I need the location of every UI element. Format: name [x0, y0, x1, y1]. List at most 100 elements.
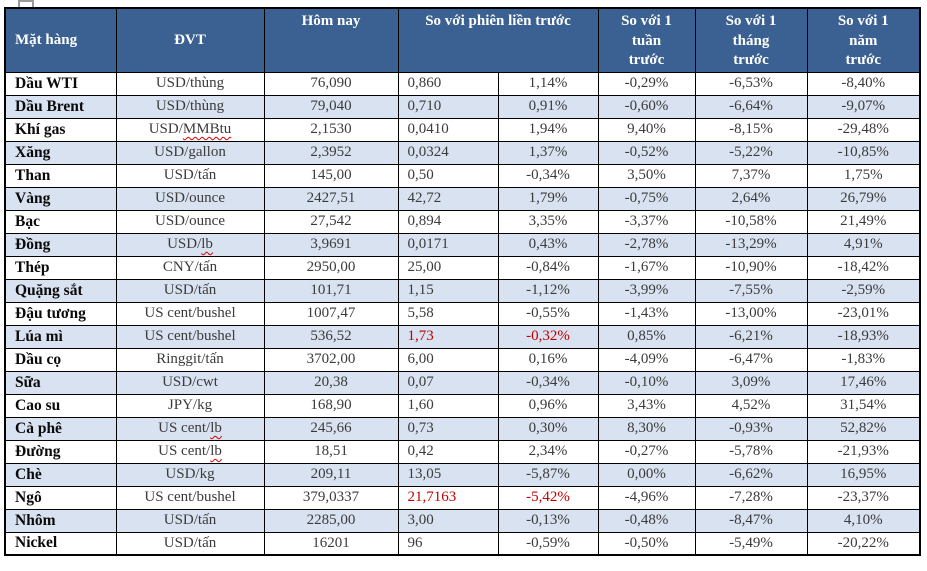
cell-vs-month[interactable]: -7,28%	[694, 485, 808, 510]
header-vs-week[interactable]: So với 1 tuần trước	[597, 7, 696, 73]
cell-today[interactable]: 3,9691	[263, 232, 399, 257]
cell-commodity[interactable]: Than	[4, 163, 117, 188]
cell-vs-month[interactable]: -8,47%	[694, 508, 808, 533]
cell-vs-month[interactable]: -5,78%	[694, 439, 808, 464]
cell-unit[interactable]: USD/thùng	[115, 71, 265, 96]
cell-vs-year[interactable]: -23,37%	[806, 485, 921, 510]
cell-today[interactable]: 209,11	[263, 462, 399, 487]
cell-vs-month[interactable]: -6,21%	[694, 324, 808, 349]
cell-change-pct[interactable]: -1,12%	[497, 278, 599, 303]
cell-change-pct[interactable]: 1,14%	[497, 71, 599, 96]
cell-change[interactable]: 1,15	[397, 278, 499, 303]
header-unit[interactable]: ĐVT	[115, 7, 265, 73]
cell-change[interactable]: 13,05	[397, 462, 499, 487]
cell-vs-year[interactable]: 52,82%	[806, 416, 921, 441]
cell-unit[interactable]: USD/ounce	[115, 186, 265, 211]
cell-commodity[interactable]: Đậu tương	[4, 301, 117, 326]
cell-unit[interactable]: USD/cwt	[115, 370, 265, 395]
cell-today[interactable]: 168,90	[263, 393, 399, 418]
cell-vs-month[interactable]: 4,52%	[694, 393, 808, 418]
cell-vs-month[interactable]: 7,37%	[694, 163, 808, 188]
cell-vs-month[interactable]: -6,64%	[694, 94, 808, 119]
cell-change[interactable]: 25,00	[397, 255, 499, 280]
cell-vs-month[interactable]: -8,15%	[694, 117, 808, 142]
cell-commodity[interactable]: Lúa mì	[4, 324, 117, 349]
cell-vs-year[interactable]: 1,75%	[806, 163, 921, 188]
cell-vs-year[interactable]: 21,49%	[806, 209, 921, 234]
cell-commodity[interactable]: Dầu WTI	[4, 71, 117, 96]
cell-vs-month[interactable]: -5,49%	[694, 531, 808, 556]
cell-vs-year[interactable]: 26,79%	[806, 186, 921, 211]
header-vs-year[interactable]: So với 1 năm trước	[806, 7, 921, 73]
cell-vs-week[interactable]: -1,43%	[597, 301, 696, 326]
cell-vs-month[interactable]: 3,09%	[694, 370, 808, 395]
header-vs-month[interactable]: So với 1 tháng trước	[694, 7, 808, 73]
cell-today[interactable]: 2,1530	[263, 117, 399, 142]
cell-today[interactable]: 2950,00	[263, 255, 399, 280]
cell-unit[interactable]: USD/ounce	[115, 209, 265, 234]
cell-vs-month[interactable]: -0,93%	[694, 416, 808, 441]
cell-vs-year[interactable]: 16,95%	[806, 462, 921, 487]
cell-change[interactable]: 0,0410	[397, 117, 499, 142]
cell-change[interactable]: 1,60	[397, 393, 499, 418]
cell-commodity[interactable]: Nickel	[4, 531, 117, 556]
cell-today[interactable]: 2,3952	[263, 140, 399, 165]
cell-unit[interactable]: USD/lb	[115, 232, 265, 257]
cell-today[interactable]: 3702,00	[263, 347, 399, 372]
cell-vs-week[interactable]: -1,67%	[597, 255, 696, 280]
cell-change[interactable]: 0,0324	[397, 140, 499, 165]
cell-today[interactable]: 2285,00	[263, 508, 399, 533]
cell-today[interactable]: 1007,47	[263, 301, 399, 326]
cell-change[interactable]: 21,7163	[397, 485, 499, 510]
cell-change-pct[interactable]: 3,35%	[497, 209, 599, 234]
cell-commodity[interactable]: Vàng	[4, 186, 117, 211]
cell-vs-year[interactable]: -8,40%	[806, 71, 921, 96]
cell-change[interactable]: 0,710	[397, 94, 499, 119]
cell-vs-month[interactable]: -10,90%	[694, 255, 808, 280]
cell-vs-week[interactable]: -0,29%	[597, 71, 696, 96]
cell-commodity[interactable]: Dầu Brent	[4, 94, 117, 119]
cell-change-pct[interactable]: 0,16%	[497, 347, 599, 372]
cell-today[interactable]: 18,51	[263, 439, 399, 464]
cell-vs-year[interactable]: -10,85%	[806, 140, 921, 165]
cell-commodity[interactable]: Cao su	[4, 393, 117, 418]
cell-vs-week[interactable]: 3,50%	[597, 163, 696, 188]
cell-vs-week[interactable]: -3,99%	[597, 278, 696, 303]
cell-vs-week[interactable]: -0,10%	[597, 370, 696, 395]
cell-commodity[interactable]: Nhôm	[4, 508, 117, 533]
cell-vs-year[interactable]: 4,91%	[806, 232, 921, 257]
cell-change[interactable]: 3,00	[397, 508, 499, 533]
cell-change[interactable]: 0,07	[397, 370, 499, 395]
cell-change-pct[interactable]: -0,84%	[497, 255, 599, 280]
cell-vs-month[interactable]: -10,58%	[694, 209, 808, 234]
cell-unit[interactable]: Ringgit/tấn	[115, 347, 265, 372]
cell-unit[interactable]: CNY/tấn	[115, 255, 265, 280]
cell-vs-week[interactable]: -0,27%	[597, 439, 696, 464]
cell-vs-month[interactable]: -6,47%	[694, 347, 808, 372]
cell-change-pct[interactable]: 1,94%	[497, 117, 599, 142]
cell-commodity[interactable]: Dầu cọ	[4, 347, 117, 372]
cell-change-pct[interactable]: 0,96%	[497, 393, 599, 418]
cell-vs-week[interactable]: -4,96%	[597, 485, 696, 510]
cell-today[interactable]: 245,66	[263, 416, 399, 441]
cell-change[interactable]: 1,73	[397, 324, 499, 349]
cell-unit[interactable]: USD/tấn	[115, 163, 265, 188]
header-vs-prev-session[interactable]: So với phiên liền trước	[397, 7, 599, 73]
cell-unit[interactable]: US cent/lb	[115, 439, 265, 464]
cell-today[interactable]: 79,040	[263, 94, 399, 119]
cell-change-pct[interactable]: -5,42%	[497, 485, 599, 510]
cell-change-pct[interactable]: -0,59%	[497, 531, 599, 556]
cell-change[interactable]: 0,0171	[397, 232, 499, 257]
cell-change-pct[interactable]: -0,55%	[497, 301, 599, 326]
cell-change[interactable]: 0,42	[397, 439, 499, 464]
cell-vs-week[interactable]: 0,00%	[597, 462, 696, 487]
cell-today[interactable]: 27,542	[263, 209, 399, 234]
cell-vs-month[interactable]: -6,62%	[694, 462, 808, 487]
cell-today[interactable]: 536,52	[263, 324, 399, 349]
cell-vs-week[interactable]: 8,30%	[597, 416, 696, 441]
cell-vs-year[interactable]: 17,46%	[806, 370, 921, 395]
table-move-handle-icon[interactable]	[18, 0, 34, 8]
cell-vs-year[interactable]: 4,10%	[806, 508, 921, 533]
cell-unit[interactable]: US cent/bushel	[115, 324, 265, 349]
cell-commodity[interactable]: Quặng sắt	[4, 278, 117, 303]
